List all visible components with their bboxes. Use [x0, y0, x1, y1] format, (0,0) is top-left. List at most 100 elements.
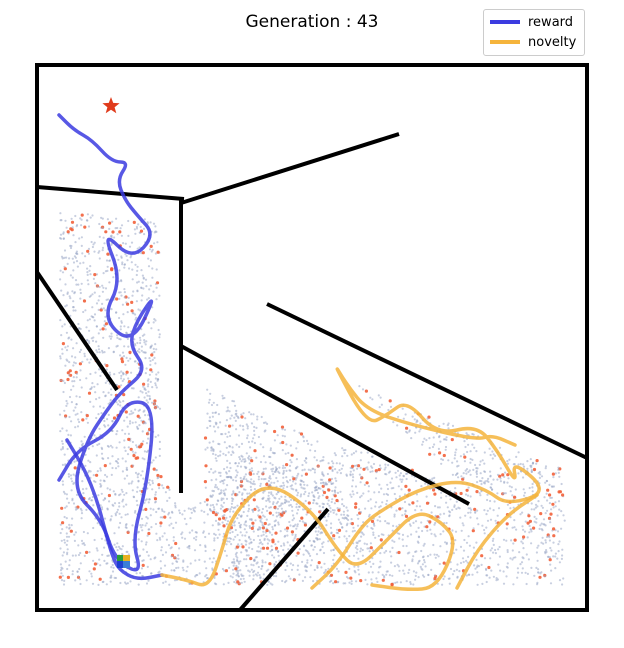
exploration-point — [188, 547, 191, 550]
exploration-point — [440, 462, 443, 465]
exploration-point — [243, 528, 246, 531]
exploration-point — [315, 459, 318, 462]
exploration-point — [380, 487, 383, 490]
exploration-point — [93, 319, 96, 322]
exploration-point — [356, 467, 359, 470]
exploration-point — [96, 383, 99, 386]
exploration-point — [258, 538, 262, 542]
exploration-point — [530, 466, 533, 469]
exploration-point — [378, 506, 381, 509]
exploration-point — [85, 417, 88, 420]
exploration-point — [80, 440, 83, 443]
exploration-point — [165, 538, 168, 541]
exploration-point — [115, 546, 118, 549]
exploration-point — [204, 486, 207, 489]
exploration-point — [83, 543, 86, 547]
exploration-point — [159, 567, 163, 570]
exploration-point — [79, 297, 82, 300]
exploration-point — [360, 494, 363, 497]
exploration-point — [275, 560, 278, 564]
exploration-point — [118, 512, 121, 515]
exploration-point — [381, 573, 384, 577]
highlight-point — [85, 550, 89, 555]
exploration-point — [152, 290, 155, 293]
exploration-point — [180, 533, 183, 536]
exploration-point — [552, 476, 555, 479]
exploration-point — [178, 547, 181, 550]
exploration-point — [213, 549, 216, 552]
highlight-point — [82, 299, 87, 303]
exploration-point — [124, 513, 127, 516]
exploration-point — [65, 304, 68, 307]
exploration-point — [64, 364, 67, 367]
exploration-point — [478, 492, 481, 495]
highlight-point — [252, 498, 256, 502]
exploration-point — [99, 405, 102, 408]
exploration-point — [336, 471, 339, 474]
exploration-point — [101, 246, 105, 249]
exploration-point — [69, 274, 72, 277]
exploration-point — [61, 427, 64, 430]
exploration-point — [270, 468, 273, 471]
exploration-point — [243, 580, 246, 583]
exploration-point — [231, 499, 234, 503]
exploration-point — [161, 516, 164, 519]
exploration-point — [483, 462, 486, 465]
exploration-point — [249, 480, 252, 484]
exploration-point — [366, 547, 369, 550]
exploration-point — [327, 462, 330, 465]
exploration-point — [100, 216, 103, 219]
exploration-point — [462, 453, 465, 456]
exploration-point — [467, 486, 470, 489]
exploration-point — [186, 565, 189, 568]
exploration-point — [204, 448, 207, 451]
exploration-point — [449, 567, 453, 571]
highlight-point — [132, 220, 136, 224]
exploration-point — [212, 452, 215, 455]
exploration-point — [81, 252, 84, 255]
exploration-point — [521, 525, 524, 528]
exploration-point — [150, 526, 153, 529]
exploration-point — [134, 471, 138, 474]
exploration-point — [93, 250, 96, 253]
exploration-point — [98, 250, 101, 253]
exploration-point — [84, 464, 87, 467]
exploration-point — [234, 413, 237, 416]
exploration-point — [261, 561, 264, 564]
exploration-point — [273, 565, 276, 568]
exploration-point — [161, 484, 164, 487]
exploration-point — [363, 542, 366, 545]
exploration-point — [357, 517, 360, 520]
exploration-point — [60, 255, 64, 258]
exploration-point — [151, 488, 154, 491]
exploration-point — [109, 462, 112, 465]
exploration-point — [283, 498, 287, 501]
exploration-point — [217, 522, 220, 525]
exploration-point — [418, 505, 422, 508]
exploration-point — [149, 514, 152, 517]
exploration-point — [313, 456, 316, 459]
exploration-point — [453, 504, 456, 507]
exploration-point — [102, 391, 105, 394]
exploration-point — [236, 560, 239, 563]
exploration-point — [64, 219, 67, 222]
exploration-point — [255, 426, 258, 429]
exploration-point — [219, 421, 222, 424]
exploration-point — [126, 425, 129, 428]
exploration-point — [539, 473, 542, 476]
exploration-point — [295, 503, 298, 506]
exploration-point — [484, 480, 487, 483]
exploration-point — [296, 523, 299, 526]
exploration-point — [97, 348, 101, 351]
exploration-point — [469, 450, 472, 453]
exploration-point — [302, 436, 305, 439]
exploration-point — [115, 401, 118, 404]
exploration-point — [108, 335, 111, 338]
exploration-point — [62, 294, 65, 297]
exploration-point — [105, 298, 108, 301]
exploration-point — [352, 554, 356, 557]
exploration-point — [345, 474, 348, 477]
highlight-point — [98, 577, 102, 581]
exploration-point — [125, 416, 129, 419]
exploration-point — [548, 539, 552, 542]
